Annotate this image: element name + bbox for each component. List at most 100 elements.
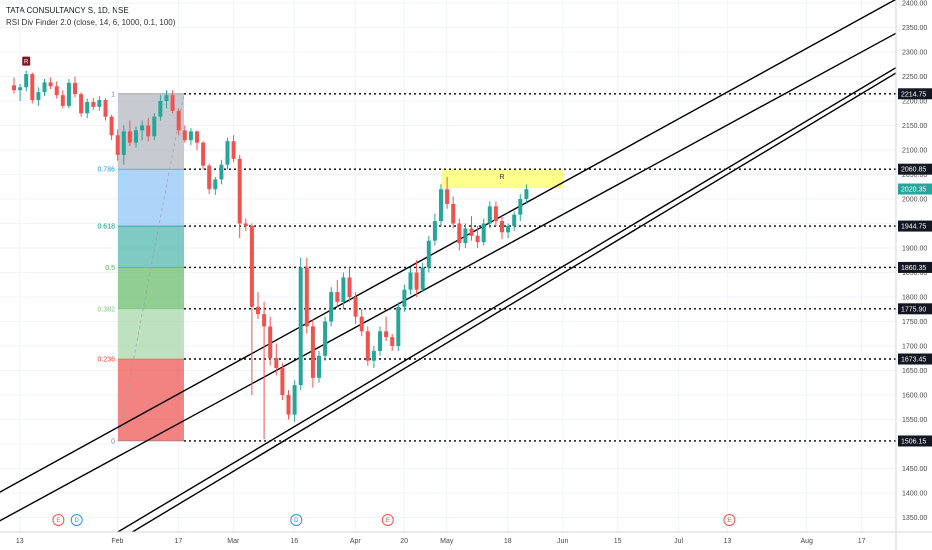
candle-body — [188, 131, 193, 141]
y-tick-label: 2350.00 — [902, 25, 927, 32]
candle-body — [310, 326, 315, 378]
x-tick-label: 20 — [400, 538, 408, 545]
x-tick-label: May — [440, 538, 454, 545]
candle-body — [487, 206, 492, 224]
channel-line — [0, 0, 896, 493]
candle-body — [201, 142, 206, 166]
candle-body — [353, 297, 358, 317]
candle-body — [249, 225, 254, 307]
candles: R — [12, 56, 529, 440]
candle-body — [66, 82, 71, 106]
fib-level-label: 0.236 — [97, 357, 115, 364]
x-tick-label: 18 — [504, 538, 512, 545]
candle-body — [365, 331, 370, 361]
y-tick-label: 2300.00 — [902, 50, 927, 57]
candle-body — [426, 240, 431, 268]
x-tick-label: Jul — [674, 538, 683, 545]
y-tick-label: 2150.00 — [902, 123, 927, 130]
candle-body — [213, 179, 218, 190]
fib-band — [118, 359, 184, 441]
signal-marker-label: R — [24, 60, 29, 66]
price-box — [898, 353, 932, 365]
event-marker — [381, 514, 394, 526]
x-tick-label: 13 — [16, 538, 24, 545]
candle-body — [317, 355, 321, 378]
candle-body — [371, 350, 376, 361]
candle-body — [457, 223, 462, 244]
x-tick-label: 17 — [175, 538, 183, 545]
candle-body — [506, 225, 511, 233]
y-axis: 2400.00 2350.00 2300.00 2250.00 2200.00 2150.… — [895, 0, 932, 550]
fib-level-label: 0.786 — [97, 167, 115, 174]
candle-body — [268, 326, 273, 359]
x-tick-label: Apr — [350, 538, 362, 545]
candle-body — [170, 95, 175, 111]
y-tick-label: 2100.00 — [902, 148, 927, 155]
y-tick-label: 1800.00 — [902, 295, 927, 302]
signal-marker — [22, 56, 31, 66]
fib-band — [118, 226, 184, 268]
candle-body — [432, 221, 437, 241]
candle-body — [146, 125, 151, 137]
candle-body — [402, 289, 407, 307]
candle-body — [323, 321, 328, 356]
channel-line — [130, 72, 896, 532]
candle-body — [384, 331, 389, 338]
fib-band — [118, 308, 184, 360]
candle-body — [195, 131, 199, 143]
candle-body — [463, 228, 468, 244]
candle-body — [359, 316, 364, 332]
horizontal-levels — [184, 93, 896, 442]
y-tick-label: 2000.00 — [902, 197, 927, 204]
candle-body — [500, 221, 504, 233]
event-marker-label: E — [56, 518, 60, 524]
candle-body — [127, 131, 132, 143]
event-marker-label: D — [294, 518, 299, 524]
candle-body — [341, 277, 346, 302]
candle-body — [231, 141, 236, 159]
candle-body — [48, 82, 53, 87]
candle-body — [451, 203, 456, 224]
indicator-title: RSI Div Finder 2.0 (close, 14, 6, 1000, … — [6, 18, 176, 27]
event-marker-label: D — [75, 518, 80, 524]
y-tick-label: 1600.00 — [902, 393, 927, 400]
candle-body — [481, 223, 486, 243]
candle-body — [79, 94, 84, 114]
x-tick-label: Jun — [557, 538, 568, 545]
candle-body — [121, 131, 126, 155]
candle-body — [164, 95, 169, 101]
candle-body — [109, 116, 114, 136]
candle-body — [274, 358, 279, 369]
event-marker — [52, 514, 65, 526]
y-tick-label: 2250.00 — [902, 74, 927, 81]
y-tick-label: 2050.00 — [902, 172, 927, 179]
candle-body — [512, 214, 517, 226]
candle-body — [439, 189, 443, 222]
candle-body — [304, 267, 309, 327]
candle-body — [390, 337, 395, 346]
candle-body — [445, 189, 450, 204]
candle-body — [134, 130, 138, 143]
candle-body — [469, 228, 474, 236]
candle-body — [329, 292, 334, 322]
candle-body — [493, 206, 498, 222]
price-box — [898, 220, 932, 232]
candle-body — [18, 87, 23, 91]
candle-body — [298, 267, 303, 386]
y-tick-label: 1850.00 — [902, 270, 927, 277]
y-tick-label: 2200.00 — [902, 99, 927, 106]
channel-line — [116, 66, 896, 532]
y-tick-label: 1550.00 — [902, 417, 927, 424]
y-tick-label: 1450.00 — [902, 466, 927, 473]
candle-body — [335, 292, 340, 302]
zone-label: R — [499, 174, 504, 181]
price-box — [898, 261, 932, 273]
price-box — [898, 303, 932, 315]
candle-body — [408, 272, 413, 290]
candle-body — [243, 223, 248, 226]
y-tick-label: 2400.00 — [902, 1, 927, 8]
last-price-box — [898, 183, 932, 195]
symbol-title: TATA CONSULTANCY S, 1D, NSE — [6, 6, 129, 15]
